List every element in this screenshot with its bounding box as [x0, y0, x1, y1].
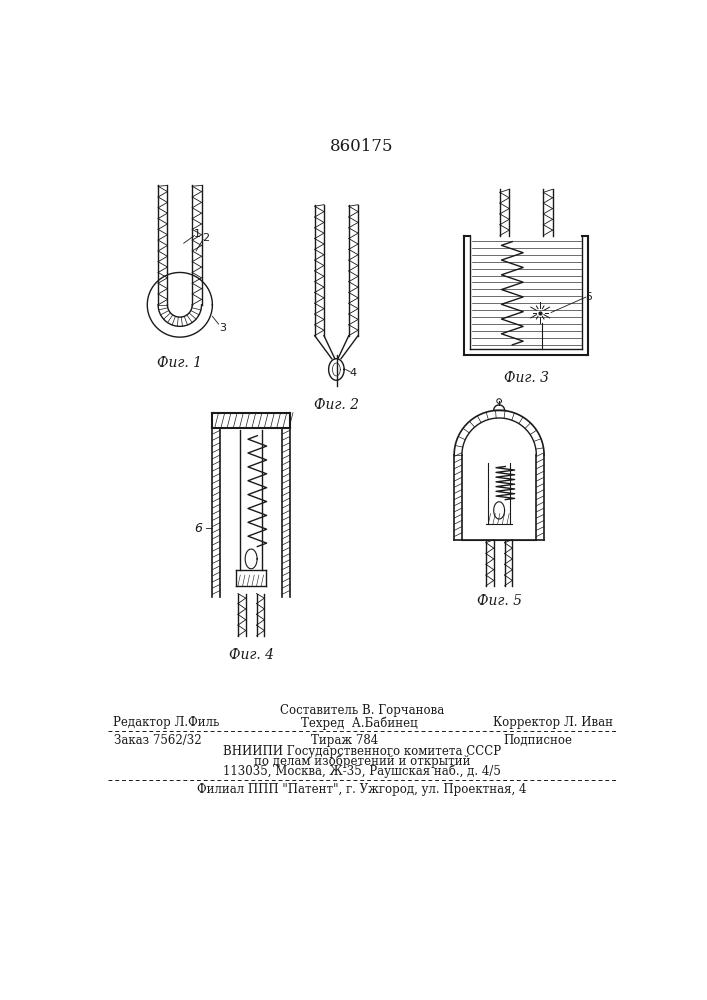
Text: Составитель В. Горчанова: Составитель В. Горчанова [280, 704, 444, 717]
Text: 113035, Москва, Ж-35, Раушская наб., д. 4/5: 113035, Москва, Ж-35, Раушская наб., д. … [223, 765, 501, 778]
Text: 2: 2 [203, 233, 210, 243]
Text: по делам изобретений и открытий: по делам изобретений и открытий [254, 755, 470, 768]
Text: Тираж 784: Тираж 784 [310, 734, 378, 747]
Text: Корректор Л. Иван: Корректор Л. Иван [493, 716, 614, 729]
Text: Фиг. 2: Фиг. 2 [314, 398, 359, 412]
Text: 6: 6 [194, 522, 202, 535]
Text: Фиг. 5: Фиг. 5 [477, 594, 522, 608]
Text: Филиал ППП "Патент", г. Ужгород, ул. Проектная, 4: Филиал ППП "Патент", г. Ужгород, ул. Про… [197, 783, 527, 796]
Text: 860175: 860175 [330, 138, 394, 155]
Text: Заказ 7562/32: Заказ 7562/32 [115, 734, 202, 747]
Text: 3: 3 [219, 323, 226, 333]
Text: Техред  А.Бабинец: Техред А.Бабинец [301, 716, 418, 730]
Text: 1: 1 [194, 229, 201, 239]
Text: Подписное: Подписное [503, 734, 573, 747]
Text: 5: 5 [585, 292, 592, 302]
Text: Редактор Л.Филь: Редактор Л.Филь [112, 716, 219, 729]
Text: Фиг. 3: Фиг. 3 [504, 371, 549, 385]
Text: ВНИИПИ Государственного комитета СССР: ВНИИПИ Государственного комитета СССР [223, 745, 501, 758]
Text: Фиг. 1: Фиг. 1 [158, 356, 202, 370]
Text: Фиг. 4: Фиг. 4 [228, 648, 274, 662]
Text: 4: 4 [350, 368, 357, 378]
